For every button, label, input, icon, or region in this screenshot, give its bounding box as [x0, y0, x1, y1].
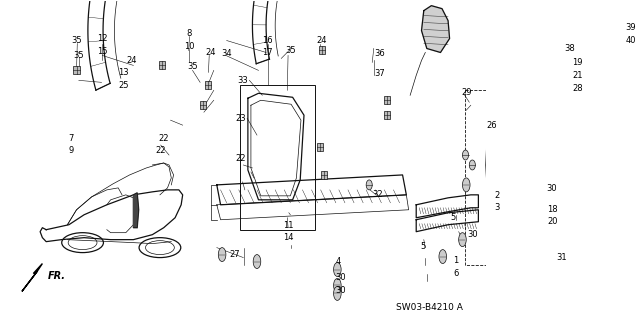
Ellipse shape [469, 160, 476, 170]
Ellipse shape [366, 180, 372, 190]
Text: 21: 21 [572, 71, 583, 80]
Text: 33: 33 [237, 76, 248, 85]
Text: 36: 36 [374, 49, 385, 58]
Ellipse shape [333, 278, 341, 293]
Text: 22: 22 [235, 153, 246, 162]
Text: 25: 25 [118, 81, 129, 90]
Text: 26: 26 [487, 121, 497, 130]
Text: 14: 14 [284, 233, 294, 242]
Text: 1: 1 [453, 256, 458, 265]
Text: 24: 24 [316, 36, 326, 45]
Text: FR.: FR. [48, 271, 66, 281]
Ellipse shape [439, 249, 447, 263]
Text: 30: 30 [468, 230, 478, 239]
Bar [159, 62, 165, 70]
Polygon shape [133, 193, 139, 228]
Text: 18: 18 [547, 205, 558, 214]
Polygon shape [22, 263, 42, 292]
Bar [205, 81, 211, 89]
Ellipse shape [333, 263, 341, 277]
Text: 4: 4 [335, 257, 340, 266]
Polygon shape [530, 108, 563, 210]
Bar [385, 111, 390, 119]
Text: 40: 40 [625, 36, 636, 45]
Text: 3: 3 [495, 203, 500, 212]
Text: 8: 8 [187, 29, 192, 38]
Ellipse shape [459, 233, 467, 247]
Text: 32: 32 [372, 190, 383, 199]
Text: 13: 13 [118, 68, 129, 77]
Bar [317, 143, 323, 151]
Bar [239, 85, 316, 230]
Text: 29: 29 [462, 88, 472, 97]
Text: 10: 10 [184, 42, 195, 51]
Bar [200, 101, 206, 109]
Text: 30: 30 [335, 273, 346, 282]
Text: 24: 24 [205, 48, 216, 57]
Polygon shape [486, 95, 527, 215]
Ellipse shape [218, 248, 226, 262]
Text: 22: 22 [156, 145, 166, 154]
Text: 37: 37 [374, 69, 385, 78]
Text: 39: 39 [625, 23, 636, 32]
Text: SW03-B4210 A: SW03-B4210 A [396, 303, 463, 312]
Bar [385, 96, 390, 104]
Polygon shape [422, 6, 449, 52]
Text: 31: 31 [556, 253, 567, 262]
Bar [321, 171, 328, 179]
Text: 35: 35 [71, 36, 82, 45]
Text: 6: 6 [453, 269, 458, 278]
Text: 19: 19 [572, 58, 583, 67]
Text: 20: 20 [547, 217, 558, 226]
Ellipse shape [463, 178, 470, 192]
Ellipse shape [463, 150, 468, 160]
Bar [74, 66, 79, 74]
Text: 30: 30 [335, 286, 346, 295]
Text: 5: 5 [420, 242, 426, 251]
Text: 27: 27 [229, 250, 239, 259]
Bar [319, 47, 325, 55]
Text: 22: 22 [159, 134, 169, 143]
Text: 34: 34 [221, 49, 232, 58]
Text: 16: 16 [262, 36, 273, 45]
Text: 11: 11 [284, 221, 294, 230]
Text: 30: 30 [546, 184, 557, 193]
Text: 28: 28 [572, 84, 583, 93]
Ellipse shape [333, 286, 341, 300]
Text: 5: 5 [451, 213, 456, 222]
Text: 2: 2 [495, 191, 500, 200]
Text: 7: 7 [68, 134, 74, 143]
Text: 24: 24 [127, 56, 137, 65]
Text: 35: 35 [188, 62, 198, 71]
Text: 23: 23 [235, 114, 246, 123]
Text: 35: 35 [74, 51, 84, 60]
Ellipse shape [253, 255, 260, 269]
Text: 9: 9 [68, 145, 74, 154]
Bar [465, 90, 552, 264]
Text: 17: 17 [262, 48, 273, 57]
Text: 15: 15 [97, 47, 108, 56]
Text: 35: 35 [285, 46, 296, 55]
Ellipse shape [556, 257, 563, 271]
Text: 38: 38 [564, 44, 575, 53]
Text: 12: 12 [97, 34, 108, 43]
